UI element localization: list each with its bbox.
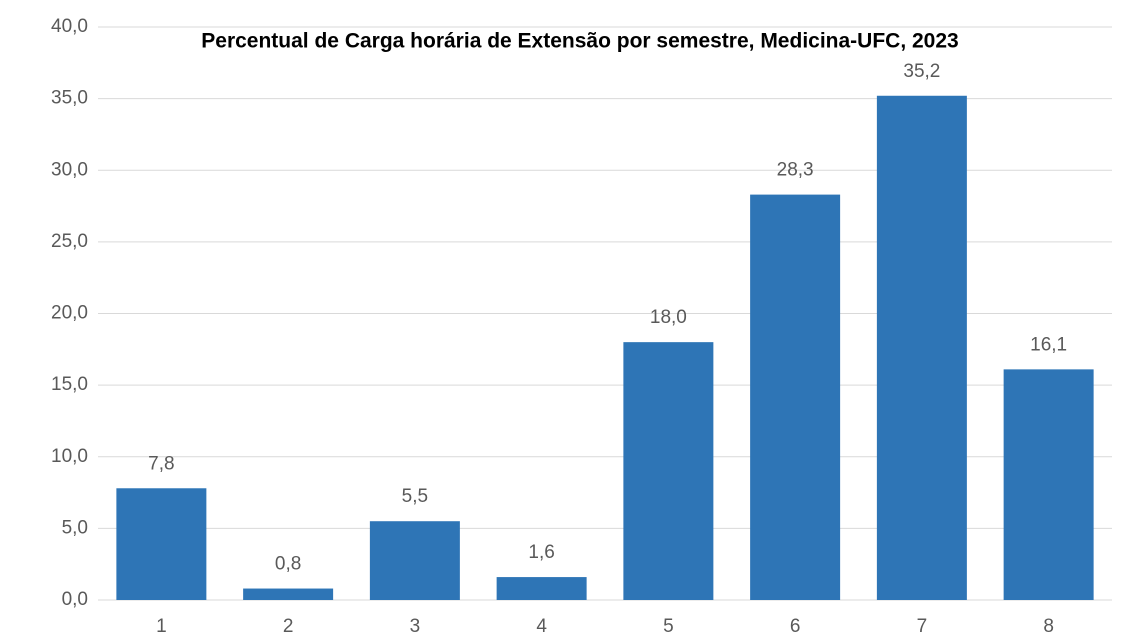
bar (623, 342, 714, 600)
x-tick-label: 4 (536, 616, 547, 637)
bar (369, 521, 460, 600)
y-tick-label: 5,0 (62, 517, 88, 538)
data-label: 28,3 (777, 160, 814, 181)
y-tick-label: 35,0 (51, 88, 88, 109)
data-label: 16,1 (1030, 334, 1067, 355)
data-label: 18,0 (650, 307, 687, 328)
y-tick-label: 25,0 (51, 231, 88, 252)
y-tick-label: 40,0 (51, 16, 88, 37)
x-tick-label: 3 (410, 616, 421, 637)
bar (243, 588, 334, 600)
bar (750, 194, 841, 601)
x-tick-label: 6 (790, 616, 801, 637)
x-tick-label: 8 (1043, 616, 1054, 637)
y-tick-label: 15,0 (51, 374, 88, 395)
bar (1003, 369, 1094, 600)
bar (496, 577, 587, 600)
x-tick-label: 5 (663, 616, 674, 637)
bar (876, 95, 967, 600)
x-tick-label: 7 (917, 616, 928, 637)
data-label: 5,5 (402, 486, 428, 507)
y-tick-label: 10,0 (51, 446, 88, 467)
data-label: 0,8 (275, 554, 301, 575)
bar (116, 488, 207, 600)
x-tick-label: 2 (283, 616, 294, 637)
x-tick-label: 1 (156, 616, 167, 637)
y-tick-label: 20,0 (51, 303, 88, 324)
data-label: 1,6 (528, 542, 554, 563)
data-label: 7,8 (148, 453, 174, 474)
y-tick-label: 30,0 (51, 159, 88, 180)
y-tick-label: 0,0 (62, 589, 88, 610)
data-label: 35,2 (903, 61, 940, 82)
chart-title: Percentual de Carga horária de Extensão … (201, 30, 958, 53)
